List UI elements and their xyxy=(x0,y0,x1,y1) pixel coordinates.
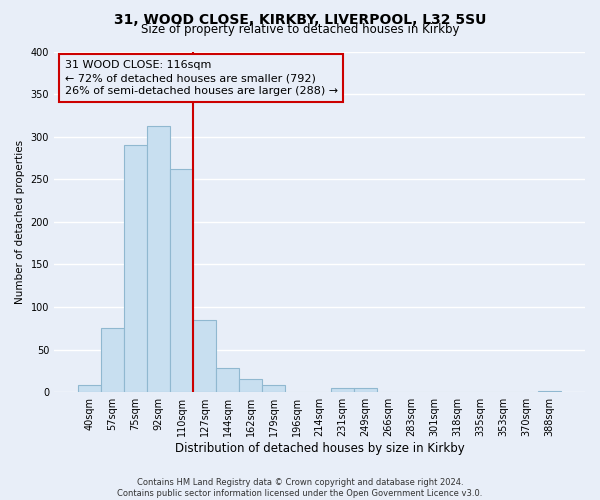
Bar xyxy=(331,388,354,392)
Bar xyxy=(354,388,377,392)
Y-axis label: Number of detached properties: Number of detached properties xyxy=(15,140,25,304)
Bar xyxy=(239,378,262,392)
Bar xyxy=(147,126,170,392)
Bar xyxy=(262,386,285,392)
Bar xyxy=(78,386,101,392)
Text: Contains HM Land Registry data © Crown copyright and database right 2024.
Contai: Contains HM Land Registry data © Crown c… xyxy=(118,478,482,498)
Bar xyxy=(193,320,216,392)
Text: 31 WOOD CLOSE: 116sqm
← 72% of detached houses are smaller (792)
26% of semi-det: 31 WOOD CLOSE: 116sqm ← 72% of detached … xyxy=(65,60,338,96)
Bar xyxy=(101,328,124,392)
X-axis label: Distribution of detached houses by size in Kirkby: Distribution of detached houses by size … xyxy=(175,442,464,455)
Text: Size of property relative to detached houses in Kirkby: Size of property relative to detached ho… xyxy=(141,22,459,36)
Bar xyxy=(216,368,239,392)
Bar xyxy=(124,145,147,392)
Bar xyxy=(538,390,561,392)
Bar xyxy=(170,169,193,392)
Text: 31, WOOD CLOSE, KIRKBY, LIVERPOOL, L32 5SU: 31, WOOD CLOSE, KIRKBY, LIVERPOOL, L32 5… xyxy=(114,12,486,26)
